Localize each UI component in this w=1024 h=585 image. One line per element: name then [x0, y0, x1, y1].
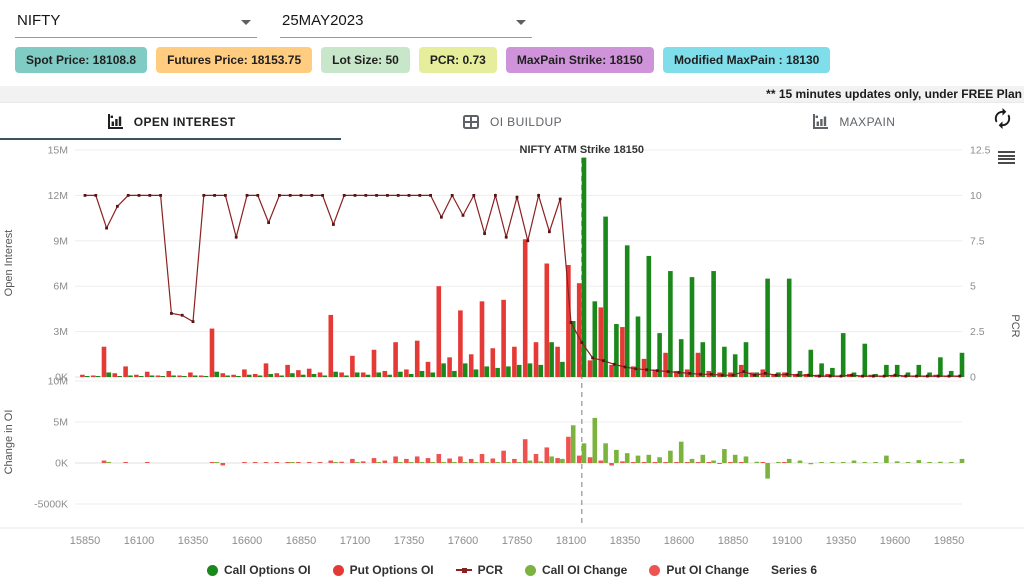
svg-text:7.5: 7.5 — [970, 235, 985, 247]
bar-chart-icon — [813, 114, 829, 129]
chart-menu-icon[interactable] — [998, 151, 1015, 164]
legend-label: Put OI Change — [666, 563, 749, 577]
svg-text:15850: 15850 — [70, 535, 101, 547]
bar-chart-icon — [107, 114, 123, 129]
svg-text:9M: 9M — [53, 235, 68, 247]
svg-text:16600: 16600 — [232, 535, 263, 547]
legend-label: Call Options OI — [223, 563, 311, 577]
call-oi-change-bars — [106, 417, 965, 479]
legend-item-series-6[interactable]: Series 6 — [771, 563, 817, 577]
svg-text:6M: 6M — [53, 281, 68, 293]
svg-text:5M: 5M — [53, 417, 68, 429]
badge-pcr: PCR: 0.73 — [418, 47, 497, 73]
svg-text:5: 5 — [970, 281, 976, 293]
badge-maxpain-strike: MaxPain Strike: 18150 — [505, 47, 654, 73]
tab-label: OPEN INTEREST — [133, 115, 236, 129]
svg-text:18100: 18100 — [556, 535, 587, 547]
legend-label: Series 6 — [771, 563, 818, 577]
svg-text:-5000K: -5000K — [34, 499, 68, 511]
svg-text:18850: 18850 — [718, 535, 749, 547]
info-badges: Spot Price: 18108.8 Futures Price: 18153… — [15, 47, 831, 73]
legend-item-call-oi-change[interactable]: Call OI Change — [524, 563, 628, 577]
svg-text:15M: 15M — [48, 145, 68, 157]
svg-text:0K: 0K — [55, 458, 68, 470]
symbol-value: NIFTY — [17, 12, 61, 29]
expiry-value: 25MAY2023 — [282, 12, 364, 29]
tab-bar: OPEN INTEREST OI BUILDUP MAXPAIN — [0, 104, 1024, 140]
tab-maxpain[interactable]: MAXPAIN — [683, 104, 1024, 140]
svg-text:17600: 17600 — [448, 535, 479, 547]
svg-text:2.5: 2.5 — [970, 326, 985, 338]
atm-annotation: NIFTY ATM Strike 18150 — [520, 144, 645, 156]
svg-text:10: 10 — [970, 190, 982, 202]
svg-text:18350: 18350 — [610, 535, 641, 547]
svg-text:19850: 19850 — [934, 535, 965, 547]
tab-open-interest[interactable]: OPEN INTEREST — [0, 104, 342, 140]
legend-line-icon — [455, 567, 472, 573]
chart-legend: Call Options OI Put Options OI PCR Call OI … — [0, 563, 1024, 577]
legend-item-pcr[interactable]: PCR — [455, 563, 503, 577]
svg-text:19100: 19100 — [772, 535, 803, 547]
svg-text:17850: 17850 — [502, 535, 533, 547]
svg-text:18600: 18600 — [664, 535, 695, 547]
tab-oi-buildup[interactable]: OI BUILDUP — [341, 104, 682, 140]
pcr-axis-title: PCR — [1009, 314, 1021, 337]
expiry-dropdown[interactable]: 25MAY2023 — [280, 7, 532, 38]
badge-futures-price: Futures Price: 18153.75 — [156, 47, 313, 73]
pcr-markers — [83, 194, 962, 378]
put-oi-change-bars — [101, 436, 787, 466]
put-oi-bars — [80, 239, 960, 377]
badge-modified-maxpain: Modified MaxPain : 18130 — [662, 47, 831, 73]
legend-dot-icon — [524, 564, 536, 576]
svg-text:16350: 16350 — [178, 535, 209, 547]
chg-axis-title: Change in OI — [3, 410, 15, 475]
refresh-icon — [994, 107, 1011, 130]
badge-spot-price: Spot Price: 18108.8 — [15, 47, 148, 73]
legend-label: Call OI Change — [541, 563, 628, 577]
tab-label: OI BUILDUP — [489, 115, 562, 129]
chevron-down-icon — [241, 20, 251, 25]
svg-text:0K: 0K — [55, 372, 68, 384]
call-oi-bars — [84, 157, 965, 377]
legend-item-put-options-oi[interactable]: Put Options OI — [332, 563, 434, 577]
refresh-button[interactable] — [991, 107, 1014, 130]
svg-text:12.5: 12.5 — [970, 145, 991, 157]
legend-dot-icon — [649, 564, 661, 576]
svg-text:12M: 12M — [48, 190, 68, 202]
pcr-line — [85, 193, 960, 377]
chart-panel: 0K 3M 6M 9M 12M 15M 0 2.5 5 7.5 10 12.5 -5000K 0K 5M 10… — [0, 140, 1024, 580]
svg-text:3M: 3M — [53, 326, 68, 338]
svg-text:19600: 19600 — [880, 535, 911, 547]
free-plan-notice: ** 15 minutes updates only, under FREE P… — [0, 86, 1024, 103]
svg-text:17100: 17100 — [340, 535, 371, 547]
legend-item-call-options-oi[interactable]: Call Options OI — [206, 563, 311, 577]
table-icon — [462, 115, 479, 129]
svg-text:17350: 17350 — [394, 535, 425, 547]
chevron-down-icon — [516, 20, 526, 25]
open-interest-chart: 0K 3M 6M 9M 12M 15M 0 2.5 5 7.5 10 12.5 -5000K 0K 5M 10… — [0, 144, 1024, 547]
oi-axis-title: Open Interest — [3, 230, 15, 297]
badge-lot-size: Lot Size: 50 — [321, 47, 410, 73]
legend-label: Put Options OI — [349, 563, 434, 577]
symbol-dropdown[interactable]: NIFTY — [15, 7, 257, 38]
legend-label: PCR — [477, 563, 503, 577]
svg-text:10M: 10M — [48, 376, 68, 388]
svg-text:16100: 16100 — [124, 535, 155, 547]
legend-item-put-oi-change[interactable]: Put OI Change — [649, 563, 749, 577]
tab-label: MAXPAIN — [839, 115, 896, 129]
svg-text:16850: 16850 — [286, 535, 317, 547]
legend-dot-icon — [332, 564, 344, 576]
legend-dot-icon — [206, 564, 218, 576]
svg-text:19350: 19350 — [826, 535, 857, 547]
svg-text:0: 0 — [970, 372, 976, 384]
